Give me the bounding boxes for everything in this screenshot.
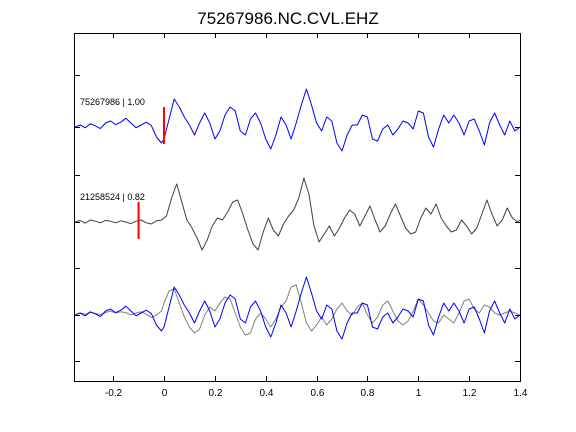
trace-label-1: 21258524 | 0.82 <box>80 192 145 202</box>
trace-0-master <box>74 88 521 152</box>
trace-2-master <box>74 276 521 340</box>
x-axis: -0.2 0 0.2 0.4 0.6 0.8 1 1.2 1.4 <box>105 33 528 399</box>
trace-labels: 75267986 | 1.00 21258524 | 0.82 <box>80 97 145 202</box>
pick-markers <box>137 107 165 239</box>
x-tick-label-0: -0.2 <box>105 388 123 399</box>
trace-1-slave <box>74 177 521 251</box>
x-tick-label-5: 0.8 <box>361 388 375 399</box>
x-tick-label-8: 1.4 <box>514 388 528 399</box>
chart-title: 75267986.NC.CVL.EHZ <box>197 9 378 28</box>
trace-label-0: 75267986 | 1.00 <box>80 97 145 107</box>
y-tick-marks <box>75 75 520 362</box>
x-tick-label-4: 0.6 <box>311 388 325 399</box>
waveform-traces <box>74 88 521 340</box>
plot-frame <box>74 33 521 382</box>
x-tick-label-2: 0.2 <box>209 388 223 399</box>
x-tick-label-3: 0.4 <box>260 388 274 399</box>
x-tick-label-7: 1.2 <box>463 388 477 399</box>
x-tick-label-1: 0 <box>162 388 168 399</box>
x-tick-label-6: 1 <box>416 388 422 399</box>
trace-2-slave_overlay <box>74 284 521 336</box>
